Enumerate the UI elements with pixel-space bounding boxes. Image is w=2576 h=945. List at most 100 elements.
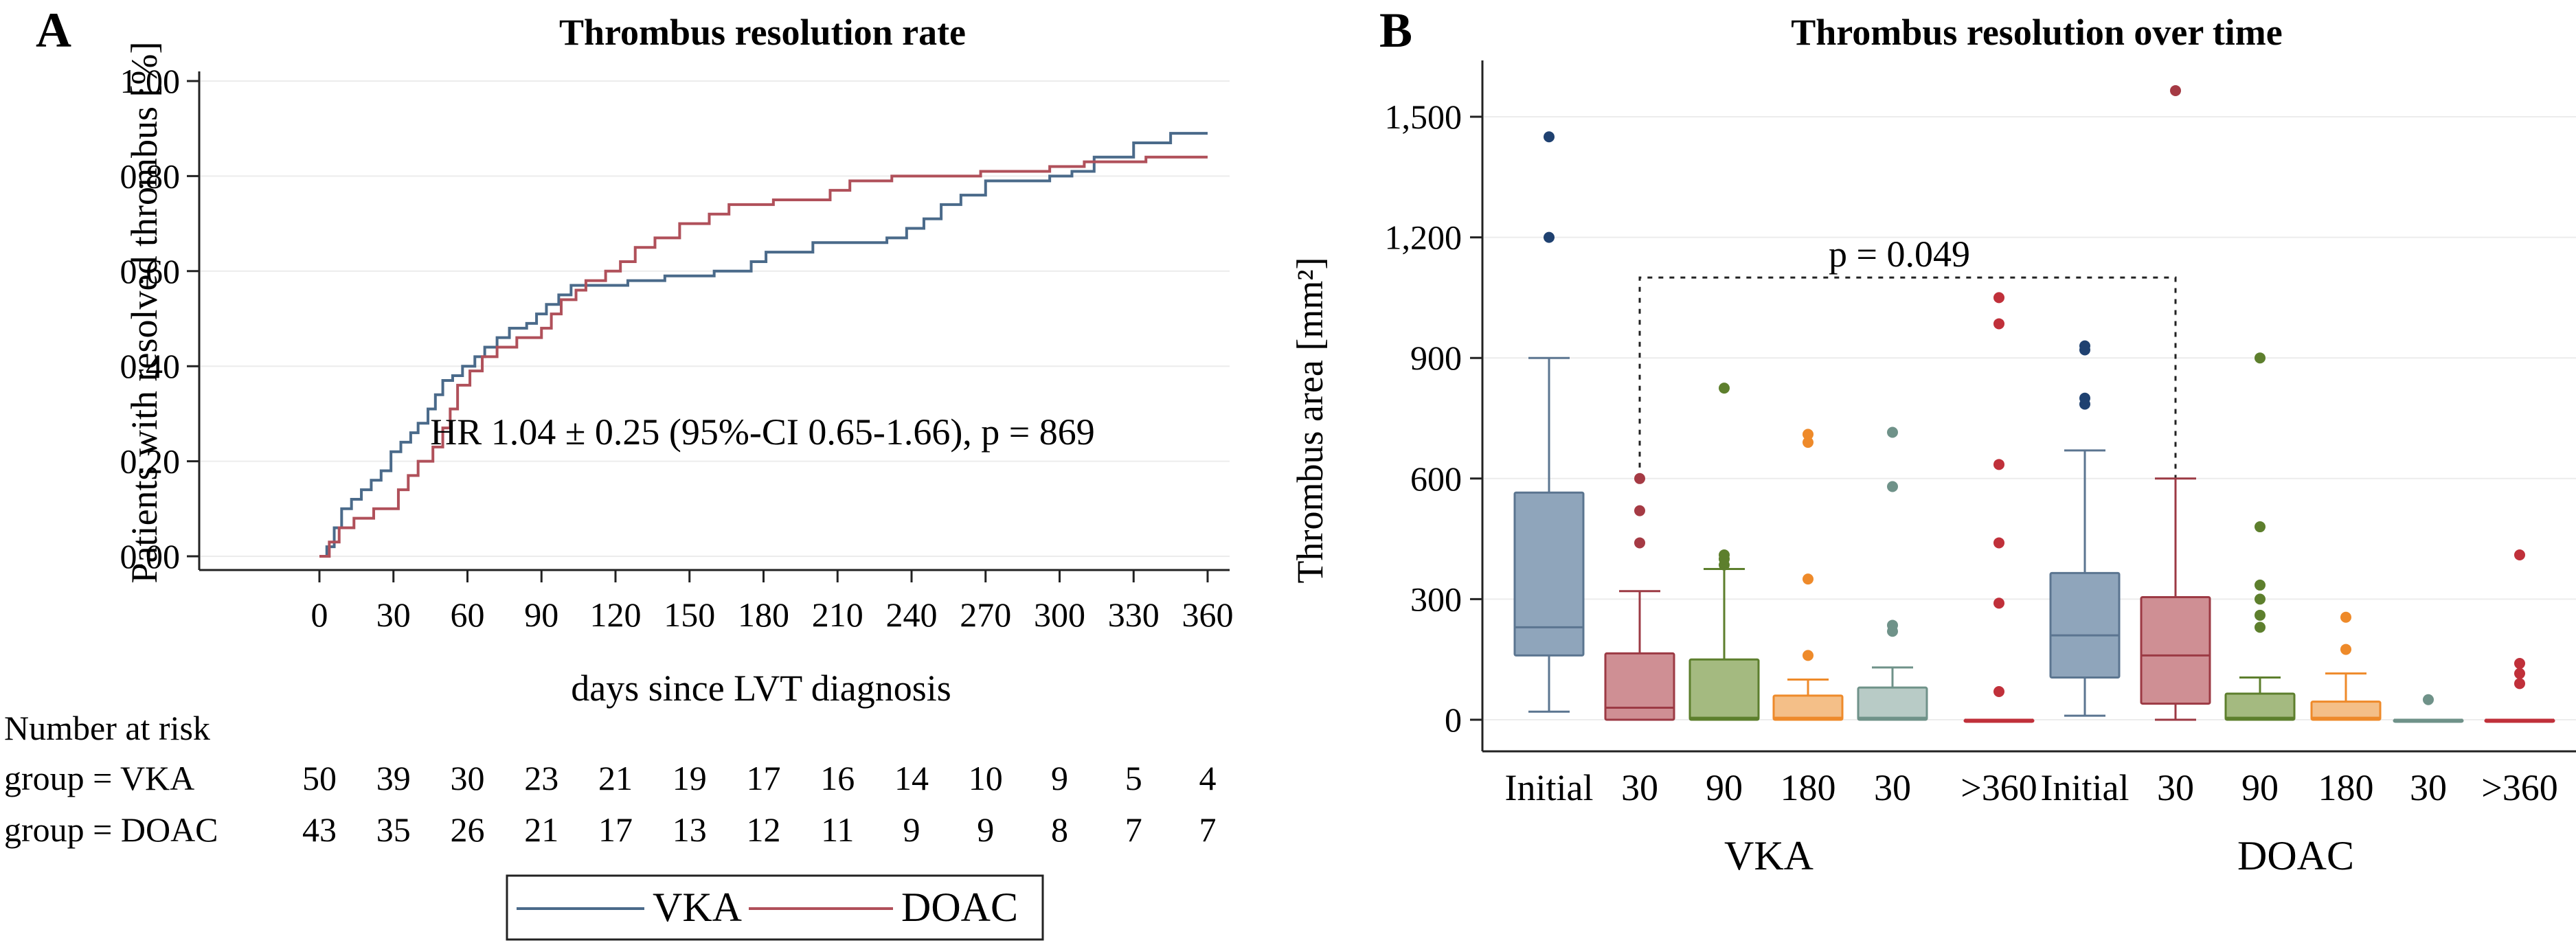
- risk-value: 8: [1051, 810, 1068, 849]
- risk-value: 19: [673, 759, 707, 797]
- panel-a-hr-annotation: HR 1.04 ± 0.25 (95%-CI 0.65-1.66), p = 8…: [430, 411, 1095, 453]
- box-iqr: [1604, 652, 1675, 721]
- outlier-point: [1993, 686, 2004, 698]
- panel-a-y-tick-label: 0.40: [120, 347, 181, 385]
- outlier-point: [2079, 340, 2090, 352]
- outlier-point: [2170, 84, 2181, 96]
- outlier-point: [1544, 131, 1555, 143]
- panel-b-x-label: 180: [1781, 767, 1836, 808]
- panel-b-x-label: Initial: [1505, 767, 1594, 808]
- panel-a-title: Thrombus resolution rate: [559, 12, 966, 53]
- risk-value: 43: [302, 810, 337, 849]
- box-vka-30: [1604, 473, 1675, 721]
- panel-a-y-tick-label: 0.20: [120, 442, 181, 481]
- outlier-point: [1544, 231, 1555, 243]
- outlier-point: [1993, 459, 2004, 470]
- risk-value: 35: [376, 810, 411, 849]
- outlier-point: [1803, 573, 1814, 585]
- panel-a-x-tick-label: 270: [960, 595, 1011, 634]
- panel-b-x-label: 90: [1706, 767, 1743, 808]
- outlier-point: [1803, 429, 1814, 440]
- box-vka-gt360: [1963, 292, 2035, 723]
- outlier-point: [1887, 426, 1898, 438]
- panel-a-x-tick-label: 90: [524, 595, 558, 634]
- km-curve-doac: [319, 155, 1208, 558]
- outlier-point: [2255, 579, 2266, 591]
- panel-b-y-tick-label: 1,500: [1385, 98, 1462, 136]
- km-curve-vka: [319, 132, 1208, 558]
- panel-b-x-label: Initial: [2041, 767, 2129, 808]
- risk-value: 5: [1125, 759, 1142, 797]
- panel-b-x-label: 30: [1874, 767, 1911, 808]
- panel-a-y-ticks: 0.00 0.20 0.40 0.60 0.80 1.00: [120, 62, 199, 576]
- box-doac-30: [2140, 84, 2211, 721]
- panel-a: A Thrombus resolution rate 0.000.200.400…: [4, 3, 1234, 941]
- panel-b-x-label: 180: [2318, 767, 2374, 808]
- panel-a-x-tick-label: 30: [376, 595, 411, 634]
- p-value-annotation: p = 0.049: [1829, 234, 1970, 275]
- panel-b-y-axis-title: Thrombus area [mm²]: [1289, 257, 1331, 583]
- box-iqr: [1857, 686, 1928, 721]
- panel-b-x-label: 30: [1621, 767, 1658, 808]
- risk-value: 39: [376, 759, 411, 797]
- outlier-point: [1887, 481, 1898, 492]
- risk-value: 14: [894, 759, 929, 797]
- panel-b-y-ticks: 0 300 600 900 1,200 1,500: [1385, 98, 1482, 739]
- outlier-point: [1634, 473, 1645, 484]
- outlier-point: [2340, 611, 2351, 623]
- outlier-point: [2423, 694, 2434, 705]
- outlier-point: [1993, 537, 2004, 549]
- risk-value: 9: [1051, 759, 1068, 797]
- panel-b-y-tick-label: 1,200: [1385, 218, 1462, 257]
- box-doac-180: [2310, 611, 2382, 721]
- panel-a-x-tick-label: 0: [311, 595, 328, 634]
- box-vka-30: [1857, 426, 1928, 721]
- box-doac-30: [2393, 694, 2464, 723]
- panel-b-x-label: >360: [1961, 767, 2037, 808]
- panel-a-y-axis-title: Patients with resolved thrombus [%]: [124, 42, 165, 584]
- outlier-point: [1993, 318, 2004, 330]
- group-label-vka: VKA: [1724, 833, 1814, 878]
- outlier-point: [1634, 505, 1645, 516]
- risk-row-doac-label: group = DOAC: [4, 810, 218, 849]
- legend-label-vka: VKA: [653, 885, 742, 930]
- panel-a-x-tick-label: 150: [664, 595, 715, 634]
- panel-a-x-tick-label: 210: [812, 595, 863, 634]
- group-label-doac: DOAC: [2237, 833, 2354, 878]
- outlier-point: [2340, 644, 2351, 655]
- panel-a-y-tick-label: 0.60: [120, 252, 181, 291]
- outlier-point: [2514, 678, 2525, 690]
- outlier-point: [1634, 537, 1645, 549]
- outlier-point: [2255, 609, 2266, 621]
- risk-value: 4: [1199, 759, 1217, 797]
- panel-b-x-label: 30: [2410, 767, 2447, 808]
- panel-b-boxes: [1513, 84, 2555, 723]
- risk-table-values: 50 39 30 23 21 19 17 16 14 10 9 5 4 43 35 26 21 17 13 12 11 9…: [302, 759, 1217, 849]
- risk-value: 9: [977, 810, 994, 849]
- panel-b-x-label: >360: [2481, 767, 2557, 808]
- panel-a-x-tick-label: 300: [1034, 595, 1085, 634]
- panel-a-series: [319, 132, 1208, 558]
- box-iqr: [1772, 694, 1844, 721]
- risk-value: 11: [821, 810, 854, 849]
- panel-b-y-tick-label: 300: [1410, 580, 1462, 618]
- risk-value: 26: [451, 810, 485, 849]
- outlier-point: [2514, 668, 2525, 679]
- panel-b-title: Thrombus resolution over time: [1791, 12, 2283, 53]
- risk-value: 17: [747, 759, 781, 797]
- panel-a-legend: VKA DOAC: [506, 874, 1044, 941]
- outlier-point: [1993, 292, 2004, 304]
- outlier-point: [1887, 619, 1898, 631]
- outlier-point: [1993, 597, 2004, 609]
- panel-a-x-ticks: 0 30 60 90 120 150 180 210 240 270 300 330 360: [311, 570, 1234, 634]
- risk-value: 10: [969, 759, 1003, 797]
- panel-b: B Thrombus resolution over time 0 300 600 9…: [1289, 3, 2576, 878]
- outlier-point: [2255, 352, 2266, 364]
- box-iqr: [2140, 595, 2211, 705]
- risk-value: 16: [820, 759, 855, 797]
- risk-value: 50: [302, 759, 337, 797]
- panel-b-y-tick-label: 600: [1410, 459, 1462, 498]
- panel-a-gridlines: [201, 80, 1230, 557]
- outlier-point: [2255, 521, 2266, 533]
